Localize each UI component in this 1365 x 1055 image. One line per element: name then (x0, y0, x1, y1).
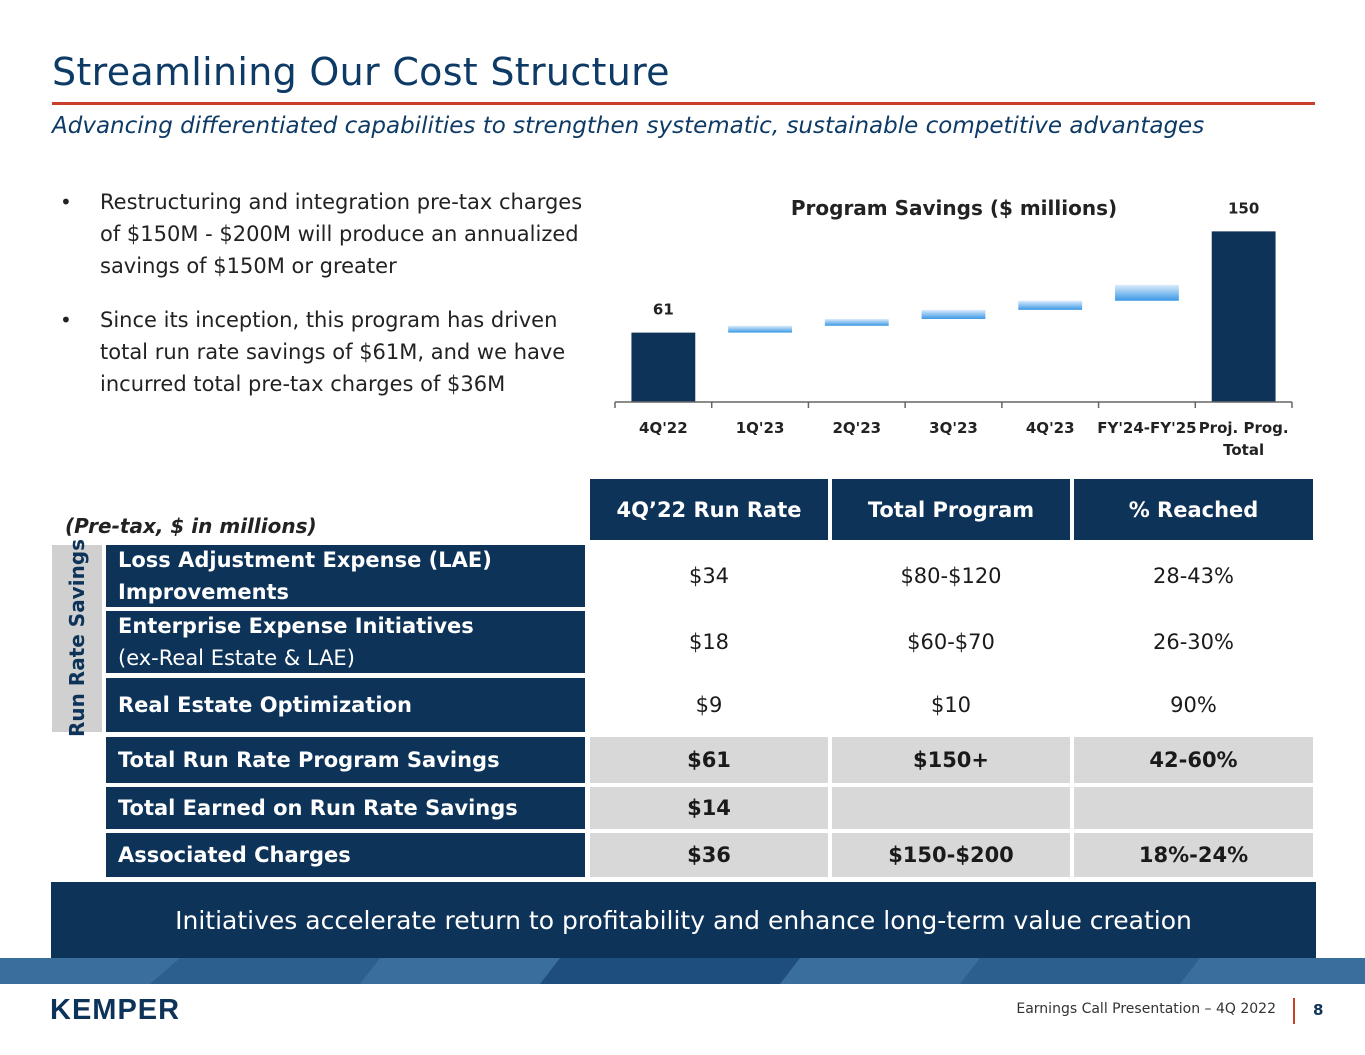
table-cell: $150-$200 (832, 833, 1070, 877)
x-tick-label: FY'24-FY'25 (1097, 419, 1196, 437)
table-cell (1074, 787, 1313, 829)
column-header: % Reached (1074, 479, 1313, 540)
bullet-text: Restructuring and integration pre-tax ch… (100, 190, 583, 278)
x-tick-label: 2Q'23 (832, 419, 881, 437)
footer-presentation-label: Earnings Call Presentation – 4Q 2022 (1016, 1001, 1276, 1017)
bar-proj-prog-total (1211, 231, 1276, 402)
table-cell: $60-$70 (832, 611, 1070, 673)
table-cell: 42-60% (1074, 737, 1313, 783)
bullet-item: • Restructuring and integration pre-tax … (60, 186, 585, 282)
page-number: 8 (1313, 1001, 1324, 1019)
table-cell: 28-43% (1074, 545, 1313, 607)
title-divider (52, 102, 1315, 105)
page-title: Streamlining Our Cost Structure (52, 50, 670, 94)
row-label: Associated Charges (106, 833, 585, 877)
bar-4q-22 (631, 332, 696, 402)
bullet-text: Since its inception, this program has dr… (100, 308, 566, 396)
table-units-label: (Pre-tax, $ in millions) (65, 514, 317, 538)
row-label: Total Run Rate Program Savings (106, 737, 585, 783)
column-header: 4Q’22 Run Rate (590, 479, 828, 540)
page-subtitle: Advancing differentiated capabilities to… (52, 113, 1205, 139)
row-label-line: Loss Adjustment Expense (LAE) (118, 548, 492, 572)
x-tick-label: 3Q'23 (929, 419, 978, 437)
row-label: Loss Adjustment Expense (LAE) Improvemen… (106, 545, 585, 607)
decorative-footer-band (0, 958, 1365, 984)
program-savings-chart: Program Savings ($ millions) 61 4Q'22 1Q'2… (614, 196, 1293, 459)
x-tick-label: 4Q'23 (1026, 419, 1075, 437)
table-cell: $14 (590, 787, 828, 829)
row-label: Enterprise Expense Initiatives (ex-Real … (106, 611, 585, 673)
table-cell: $36 (590, 833, 828, 877)
table-cell: $80-$120 (832, 545, 1070, 607)
side-label: Run Rate Savings (65, 538, 89, 738)
row-label-line: Associated Charges (118, 843, 351, 867)
table-cell: $18 (590, 611, 828, 673)
row-label-line: Enterprise Expense Initiatives (118, 614, 474, 638)
table-cell: 26-30% (1074, 611, 1313, 673)
x-tick-label: 4Q'22 (639, 419, 688, 437)
x-tick-label: 1Q'23 (736, 419, 785, 437)
callout-banner: Initiatives accelerate return to profita… (51, 882, 1316, 958)
row-label-line: Total Run Rate Program Savings (118, 748, 500, 772)
data-label: 61 (653, 301, 674, 319)
table-cell: $150+ (832, 737, 1070, 783)
kemper-logo: KEMPER (50, 994, 181, 1026)
side-label-box (52, 545, 102, 732)
table-cell: $61 (590, 737, 828, 783)
data-label: 150 (1228, 199, 1259, 217)
row-label-line: Total Earned on Run Rate Savings (118, 796, 518, 820)
bar-1q-23 (728, 325, 792, 333)
table-cell: 90% (1074, 678, 1313, 732)
row-label: Total Earned on Run Rate Savings (106, 787, 585, 829)
row-label: Real Estate Optimization (106, 678, 585, 732)
bar-4q-23 (1018, 300, 1083, 310)
x-tick-label: Proj. Prog. Total (1199, 419, 1289, 459)
bullet-dot-icon: • (60, 190, 72, 214)
table-cell (832, 787, 1070, 829)
row-label-line: (ex-Real Estate & LAE) (118, 646, 355, 670)
table-cell: 18%-24% (1074, 833, 1313, 877)
chart-title: Program Savings ($ millions) (791, 196, 1117, 220)
bullet-list: • Restructuring and integration pre-tax … (60, 186, 585, 422)
table-cell: $34 (590, 545, 828, 607)
row-label-line: Real Estate Optimization (118, 693, 412, 717)
bullet-dot-icon: • (60, 308, 72, 332)
column-header: Total Program (832, 479, 1070, 540)
bar-fy-24-fy-25 (1115, 284, 1179, 301)
table-cell: $10 (832, 678, 1070, 732)
bullet-item: • Since its inception, this program has … (60, 304, 585, 400)
bar-2q-23 (824, 318, 889, 326)
bar-3q-23 (921, 309, 986, 319)
table-cell: $9 (590, 678, 828, 732)
footer-divider (1293, 998, 1295, 1024)
row-label-line: Improvements (118, 580, 290, 604)
